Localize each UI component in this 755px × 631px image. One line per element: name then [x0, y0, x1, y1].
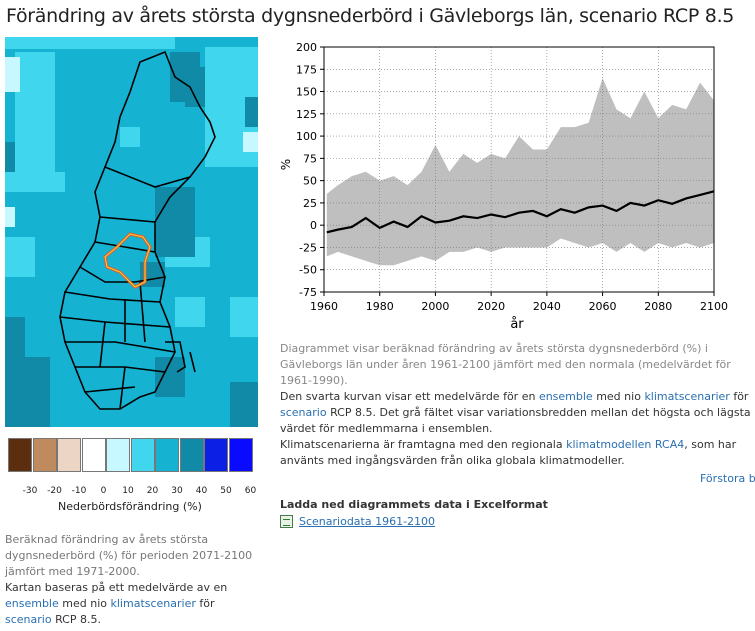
plot-frame [323, 46, 715, 293]
legend-tick-label: 20 [146, 486, 159, 496]
link-ensemble-2[interactable]: ensemble [538, 390, 593, 403]
map-description-basis: Kartan baseras på ett medelvärde av en [5, 581, 228, 594]
y-tick-label: 0 [310, 219, 317, 232]
precipitation-chart: -75 -50 -25 0 25 50 75 100 125 150 175 200 1960 1980 2… [278, 38, 728, 338]
range-band [326, 78, 714, 266]
x-tick-label: 2060 [589, 300, 617, 313]
x-tick-label: 2020 [477, 300, 505, 313]
link-klimatscenarier[interactable]: klimatscenarier [110, 597, 196, 610]
link-scenario-2[interactable]: scenario [280, 406, 327, 419]
y-tick-label: 175 [296, 63, 317, 76]
x-tick-label: 1960 [310, 300, 338, 313]
x-tick-label: 2000 [421, 300, 449, 313]
legend-swatch [204, 438, 228, 472]
chart-description-intro: Diagrammet visar beräknad förändring av … [280, 342, 731, 387]
y-tick-label: -75 [299, 286, 317, 299]
legend-swatch [57, 438, 81, 472]
legend-swatch [228, 438, 253, 472]
legend-tick-label: 40 [195, 486, 208, 496]
y-tick-label: 200 [296, 41, 317, 54]
y-tick-label: 125 [296, 108, 317, 121]
map-description-period: Beräknad förändring av årets största dyg… [5, 533, 253, 578]
enlarge-link[interactable]: Förstora b [700, 472, 755, 485]
link-ensemble[interactable]: ensemble [5, 597, 59, 610]
map-description: Beräknad förändring av årets största dyg… [5, 532, 265, 628]
chart-description: Diagrammet visar beräknad förändring av … [280, 341, 755, 469]
legend-swatch [32, 438, 57, 472]
legend-title: Nederbördsförändring (%) [58, 500, 202, 513]
y-tick-label: 75 [303, 152, 317, 165]
legend-swatch [155, 438, 179, 472]
link-klimatmodellen[interactable]: klimatmodellen [566, 438, 652, 451]
legend-swatch [179, 438, 204, 472]
x-tick-label: 1980 [366, 300, 394, 313]
y-tick-label: 50 [303, 175, 317, 188]
y-tick-label: 100 [296, 130, 317, 143]
legend-tick-label: 10 [122, 486, 134, 496]
legend-swatch [106, 438, 130, 472]
link-klimatscenarier-2[interactable]: klimatscenarier [644, 390, 730, 403]
link-scenario[interactable]: scenario [5, 613, 52, 626]
legend-tick-label: 30 [171, 486, 183, 496]
legend-tick-label: -30 [22, 486, 38, 496]
download-title: Ladda ned diagrammets data i Excelformat [280, 498, 548, 511]
x-tick-label: 2040 [533, 300, 561, 313]
legend-tick-label: 50 [220, 486, 232, 496]
page-title: Förändring av årets största dygnsnederbö… [6, 5, 735, 27]
legend-swatch [81, 438, 106, 472]
legend-swatch [8, 438, 32, 472]
excel-icon [280, 515, 293, 528]
legend-swatch [130, 438, 155, 472]
legend-tick-label: -20 [47, 486, 62, 496]
x-tick-label: 2100 [700, 300, 728, 313]
x-tick-label: 2080 [644, 300, 672, 313]
y-tick-label: 150 [296, 86, 317, 99]
legend-tick-label: -10 [71, 486, 87, 496]
sweden-map [5, 37, 258, 427]
download-link-label[interactable]: Scenariodata 1961-2100 [299, 515, 436, 528]
mean-line [326, 190, 715, 234]
y-tick-label: 25 [303, 197, 317, 210]
link-rca4[interactable]: RCA4 [654, 438, 685, 451]
download-link[interactable]: Scenariodata 1961-2100 [280, 515, 435, 528]
y-axis-label: % [279, 159, 293, 170]
y-tick-label: -25 [299, 241, 317, 254]
legend-tick-label: 0 [100, 486, 107, 496]
y-tick-label: -50 [299, 264, 317, 277]
x-axis-label: år [510, 317, 524, 332]
legend-tick-label: 60 [244, 486, 257, 496]
